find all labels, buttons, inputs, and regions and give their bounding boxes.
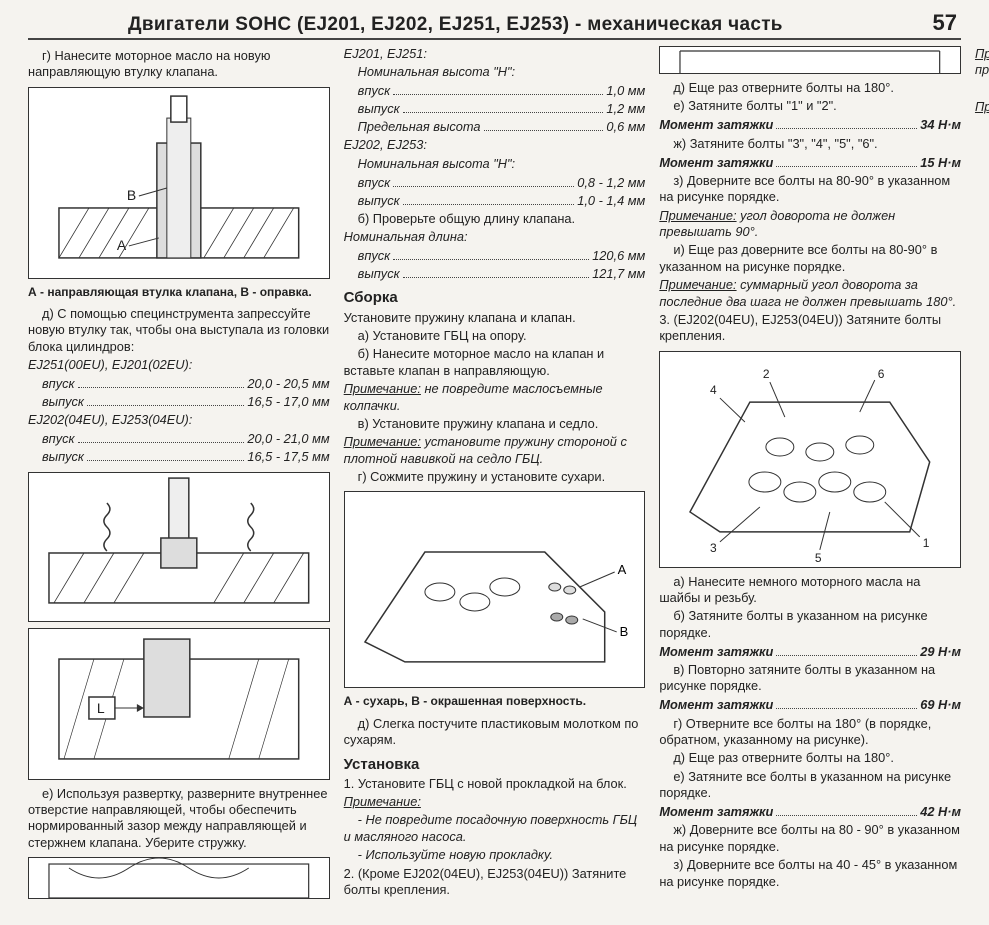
col3-b: б) Затяните болты в указанном на рисунке…: [659, 608, 961, 641]
col2-s1a: а) Установите ГБЦ на опору.: [344, 328, 646, 344]
col3-i2: и) Доверните болты (1) и (2) на угол 40 …: [975, 81, 989, 97]
figure-partial-bottom: [28, 857, 330, 899]
columns: г) Нанесите моторное масло на новую напр…: [28, 46, 961, 914]
svg-text:6: 6: [878, 367, 885, 381]
col3-z: з) Доверните все болты на 80-90° в указа…: [659, 173, 961, 206]
col1-m2-title: EJ202(04EU), EJ253(04EU):: [28, 412, 330, 428]
col2-t3-sub: Номинальная длина:: [344, 229, 646, 245]
torque-row: Момент затяжки42 Н·м: [659, 804, 961, 821]
spec-row: выпуск1,2 мм: [344, 101, 646, 118]
page-title: Двигатели SOHC (EJ201, EJ202, EJ251, EJ2…: [128, 14, 783, 36]
heading-sborka: Сборка: [344, 288, 646, 307]
torque-row: Момент затяжки29 Н·м: [659, 643, 961, 660]
col3-g: г) Отверните все болты на 180° (в порядк…: [659, 716, 961, 749]
col1-m1-title: EJ251(00EU), EJ201(02EU):: [28, 357, 330, 373]
torque-row: Момент затяжки15 Н·м: [659, 154, 961, 171]
col3-note4: Примечание: далее установка осуще-: [975, 99, 989, 115]
col2-step-b: б) Проверьте общую длину клапана.: [344, 211, 646, 227]
col3-d: д) Еще раз отверните болты на 180°.: [659, 80, 961, 96]
svg-text:A: A: [117, 237, 127, 253]
spec-row: впуск120,6 мм: [344, 248, 646, 265]
spec-row: впуск1,0 мм: [344, 83, 646, 100]
col3-3: 3. (EJ202(04EU), EJ253(04EU)) Затяните б…: [659, 312, 961, 345]
note-3a: - Не повредите посадочную поверхность ГБ…: [344, 812, 646, 845]
col3-note2: Примечание: суммарный угол доворота за п…: [659, 277, 961, 310]
col3-zh2: ж) Доверните все болты на 80 - 90° в ука…: [659, 822, 961, 855]
col2-t1-sub: Номинальная высота "Н":: [344, 64, 646, 80]
col2-s1b: б) Нанесите моторное масло на клапан и в…: [344, 346, 646, 379]
svg-text:4: 4: [710, 383, 717, 397]
note-2: Примечание: установите пружину стороной …: [344, 434, 646, 467]
spec-row: выпуск16,5 - 17,0 мм: [28, 394, 330, 411]
col3-e2: е) Затяните все болты в указанном на рис…: [659, 769, 961, 802]
col2-s1: Установите пружину клапана и клапан.: [344, 310, 646, 326]
col3-zh: ж) Затяните болты "3", "4", "5", "6".: [659, 136, 961, 152]
spec-row: впуск20,0 - 21,0 мм: [28, 431, 330, 448]
svg-text:5: 5: [815, 551, 822, 565]
figure-dimension-L: L: [28, 628, 330, 780]
col2-t2-sub: Номинальная высота "Н":: [344, 156, 646, 172]
figure-valve-guide: B A: [28, 87, 330, 279]
col2-t1: EJ201, EJ251:: [344, 46, 646, 62]
spec-row: выпуск1,0 - 1,4 мм: [344, 192, 646, 209]
page-number: 57: [933, 10, 957, 36]
col2-s1g: г) Сожмите пружину и установите сухари.: [344, 469, 646, 485]
col2-u1: 1. Установите ГБЦ с новой прокладкой на …: [344, 776, 646, 792]
svg-text:B: B: [127, 187, 136, 203]
svg-text:B: B: [619, 624, 628, 639]
figure-partial-col2-bottom: [659, 46, 961, 74]
col3-d2: д) Еще раз отверните болты на 180°.: [659, 750, 961, 766]
note-3-lead: Примечание:: [344, 794, 646, 810]
col2-t2: EJ202, EJ253:: [344, 137, 646, 153]
spec-row: впуск20,0 - 20,5 мм: [28, 376, 330, 393]
svg-text:3: 3: [710, 541, 717, 555]
col3-v: в) Повторно затяните болты в указанном н…: [659, 662, 961, 695]
spec-row: выпуск121,7 мм: [344, 266, 646, 283]
col2-s1v: в) Установите пружину клапана и седло.: [344, 416, 646, 432]
col3-i: и) Еще раз доверните все болты на 80-90°…: [659, 242, 961, 275]
figure-caption-collets: А - сухарь, В - окрашенная поверхность.: [344, 694, 646, 709]
col1-step-d: д) С помощью специнструмента запрессуйте…: [28, 306, 330, 355]
torque-row: Момент затяжки34 Н·м: [659, 117, 961, 134]
col3-note3: Примечание: угол доворота не должен прев…: [975, 46, 989, 79]
figure-head-bolt-order: 4 2 6 3 5 1: [659, 351, 961, 568]
note-1: Примечание: не повредите маслосъемные ко…: [344, 381, 646, 414]
svg-text:L: L: [97, 700, 105, 716]
figure-caption-1: А - направляющая втулка клапана, В - опр…: [28, 285, 330, 300]
figure-head-collets: A B: [344, 491, 646, 688]
col3-z2: з) Доверните все болты на 40 - 45° в ука…: [659, 857, 961, 890]
svg-text:A: A: [617, 562, 626, 577]
col3-e: е) Затяните болты "1" и "2".: [659, 98, 961, 114]
page-header: Двигатели SOHC (EJ201, EJ202, EJ251, EJ2…: [28, 10, 961, 40]
col2-u2: 2. (Кроме EJ202(04EU), EJ253(04EU)) Затя…: [344, 866, 646, 899]
spec-row: Предельная высота0,6 мм: [344, 119, 646, 136]
heading-ustanovka: Установка: [344, 755, 646, 774]
spec-row: выпуск16,5 - 17,5 мм: [28, 449, 330, 466]
col3-a: а) Нанесите немного моторного масла на ш…: [659, 574, 961, 607]
svg-text:1: 1: [923, 536, 930, 550]
figure-press-fit: [28, 472, 330, 622]
col2-s1d: д) Слегка постучите пластиковым молотком…: [344, 716, 646, 749]
spec-row: впуск0,8 - 1,2 мм: [344, 174, 646, 191]
col3-note1: Примечание: угол доворота не должен прев…: [659, 208, 961, 241]
torque-row: Момент затяжки69 Н·м: [659, 697, 961, 714]
manual-page: Двигатели SOHC (EJ201, EJ202, EJ251, EJ2…: [0, 0, 989, 925]
note-3b: - Используйте новую прокладку.: [344, 847, 646, 863]
col1-step-e: е) Используя развертку, разверните внутр…: [28, 786, 330, 852]
svg-text:2: 2: [763, 367, 770, 381]
col1-step-g: г) Нанесите моторное масло на новую напр…: [28, 48, 330, 81]
